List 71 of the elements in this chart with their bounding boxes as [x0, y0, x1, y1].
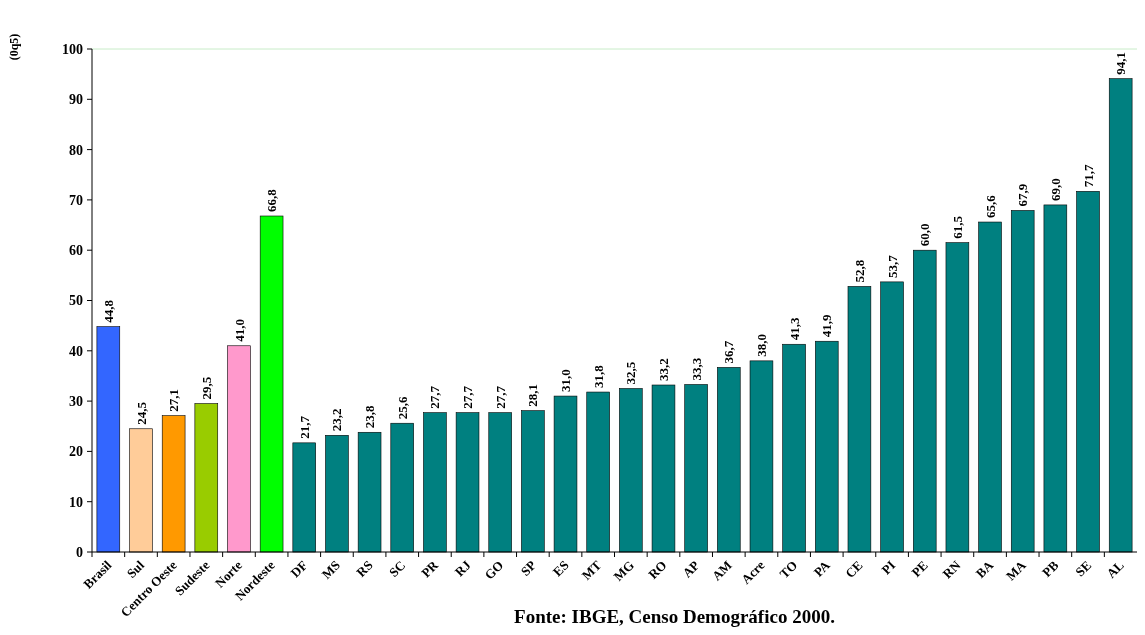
y-tick-label: 50	[69, 293, 83, 309]
x-tick-label: RS	[353, 557, 376, 580]
x-tick-label: AP	[679, 557, 703, 581]
y-axis-title: (0q5)	[7, 33, 21, 61]
x-tick-label: GO	[481, 557, 507, 583]
data-label: 69,0	[1047, 178, 1063, 201]
x-tick-label: PE	[908, 557, 931, 580]
data-label: 28,1	[525, 383, 541, 407]
x-tick-label: MT	[578, 557, 605, 583]
x-tick-label: PB	[1039, 557, 1062, 580]
x-tick-label: TO	[776, 557, 801, 582]
data-label: 60,0	[917, 223, 933, 247]
x-tick-label: PR	[418, 557, 442, 581]
data-label: 25,6	[394, 395, 410, 420]
data-label: 61,5	[949, 215, 965, 239]
y-tick-label: 90	[69, 92, 83, 108]
data-label: 67,9	[1015, 183, 1031, 207]
data-label: 23,2	[329, 408, 345, 432]
x-tick-label: CE	[842, 557, 866, 581]
data-label: 71,7	[1080, 164, 1096, 188]
x-tick-label: SP	[517, 557, 540, 579]
x-tick-label: DF	[287, 557, 311, 581]
data-label: 52,8	[851, 259, 867, 283]
data-label: 94,1	[1113, 51, 1129, 75]
y-tick-label: 40	[69, 343, 83, 359]
x-tick-label: BA	[972, 557, 997, 581]
y-tick-label: 100	[62, 41, 83, 57]
x-tick-label: SE	[1072, 557, 1095, 580]
data-label: 41,9	[819, 313, 835, 338]
data-label: 38,0	[754, 334, 769, 357]
x-tick-label: PI	[878, 557, 899, 578]
data-label: 27,7	[460, 385, 476, 409]
data-label: 33,2	[656, 358, 672, 381]
x-tick-label: RO	[645, 557, 670, 582]
y-tick-label: 80	[69, 142, 83, 158]
source-note: Fonte: IBGE, Censo Demográfico 2000.	[514, 606, 835, 627]
data-label: 53,7	[884, 254, 900, 278]
data-label: 66,8	[264, 188, 280, 212]
y-tick-label: 30	[69, 394, 83, 409]
data-label: 32,5	[623, 361, 639, 385]
data-label: 33,3	[688, 357, 704, 381]
data-label: 41,3	[786, 317, 802, 341]
x-tick-label: Sul	[123, 557, 148, 581]
y-tick-label: 60	[69, 243, 83, 259]
data-label: 44,8	[100, 299, 116, 323]
x-tick-label: MA	[1002, 557, 1030, 584]
data-label: 36,7	[721, 340, 737, 364]
data-label: 27,1	[166, 388, 182, 412]
data-label: 27,7	[427, 385, 443, 409]
x-tick-label: ES	[549, 557, 572, 580]
data-label: 65,6	[982, 194, 998, 219]
data-label: 21,7	[296, 415, 312, 439]
x-tick-label: AL	[1103, 557, 1128, 581]
y-tick-label: 10	[69, 494, 83, 510]
y-tick-label: 20	[69, 444, 83, 460]
data-label: 41,0	[231, 319, 247, 342]
data-label: 29,5	[198, 376, 214, 400]
y-tick-label: 0	[76, 544, 83, 560]
data-label: 23,8	[362, 405, 378, 429]
x-tick-label: MS	[318, 557, 344, 582]
x-tick-label: AM	[708, 557, 735, 584]
x-tick-label: PA	[810, 557, 834, 580]
x-tick-label: RN	[939, 557, 964, 582]
data-label: 31,0	[558, 369, 574, 393]
data-label: 24,5	[133, 401, 149, 425]
x-tick-label: SC	[385, 557, 409, 580]
data-label: 27,7	[492, 385, 508, 409]
x-tick-label: MG	[610, 557, 637, 584]
data-label: 31,8	[590, 364, 606, 389]
y-tick-label: 70	[69, 192, 83, 208]
x-tick-label: RJ	[451, 557, 475, 580]
